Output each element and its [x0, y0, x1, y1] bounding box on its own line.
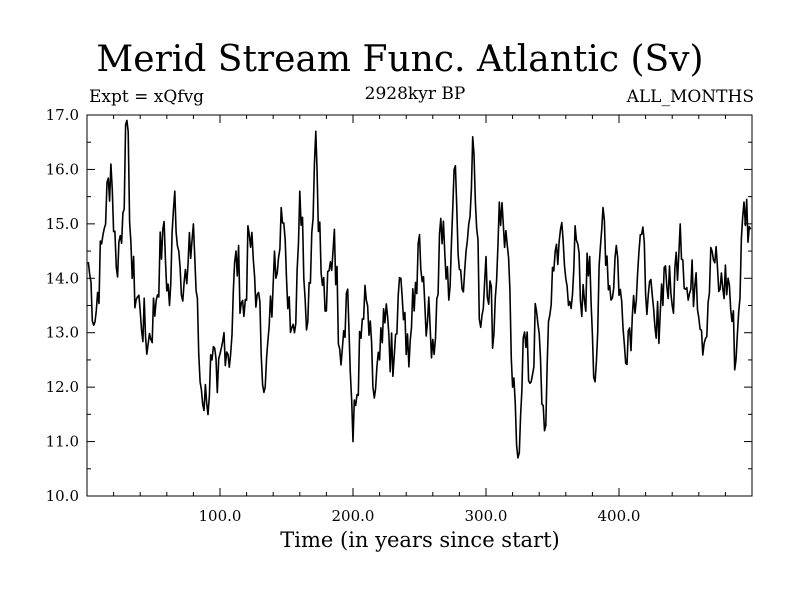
y-tick-label: 15.0 [46, 215, 79, 233]
y-tick-label: 14.0 [46, 269, 79, 287]
plot-frame [86, 114, 753, 497]
y-tick-label: 16.0 [46, 160, 79, 178]
months-label: ALL_MONTHS [626, 87, 754, 107]
x-tick-label: 300.0 [465, 507, 508, 525]
series-line [87, 119, 752, 459]
y-tick-label: 13.0 [46, 324, 79, 342]
y-tick-label: 17.0 [46, 106, 79, 124]
x-axis-label: Time (in years since start) [280, 528, 560, 552]
x-tick-label: 400.0 [598, 507, 641, 525]
chart-subtitle: 2928kyr BP [364, 84, 466, 104]
experiment-label: Expt = xQfvg [89, 87, 205, 107]
y-tick-label: 12.0 [46, 378, 79, 396]
y-tick-label: 11.0 [46, 433, 79, 451]
chart-title: Merid Stream Func. Atlantic (Sv) [96, 39, 704, 80]
y-tick-label: 10.0 [46, 487, 79, 505]
x-tick-label: 200.0 [332, 507, 375, 525]
x-tick-label: 100.0 [199, 507, 242, 525]
